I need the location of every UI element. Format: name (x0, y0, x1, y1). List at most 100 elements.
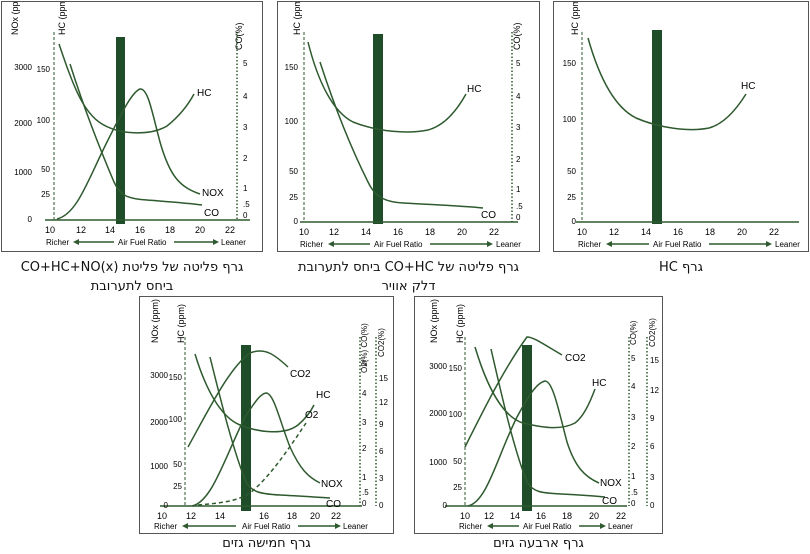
hc-tick: 50 (453, 457, 462, 466)
co-tick: 3 (516, 123, 521, 132)
x-tick: 20 (310, 511, 320, 521)
x-tick: 12 (186, 511, 196, 521)
x-tick: 22 (616, 511, 626, 521)
co-curve-label: CO (481, 210, 496, 221)
x-tick: 12 (329, 227, 339, 237)
hc-curve-label: HC (467, 84, 481, 95)
hc-tick: 100 (563, 115, 577, 124)
richer-arrow-head (487, 523, 493, 529)
co2-curve-label: CO2 (290, 369, 311, 380)
o2co-tick: 3 (362, 418, 367, 427)
hc-tick: 100 (449, 410, 463, 419)
co2-tick: 6 (379, 447, 384, 456)
o2co-tick: 0 (362, 499, 367, 508)
x-axis-title: Air Fuel Ratio (653, 240, 702, 249)
nox-curve-label: NOX (600, 478, 622, 489)
co-tick: 5 (516, 59, 521, 68)
leaner-arrow-head (213, 239, 219, 245)
caption-line: ביחס לתערובת (90, 279, 174, 294)
co2-tick: 9 (650, 414, 655, 423)
x-tick: 14 (641, 227, 651, 237)
co-tick: 2 (516, 155, 521, 164)
co-tick: .5 (516, 202, 523, 211)
o2co-axis-label: O2(%) CO(%) (360, 323, 369, 373)
hc-curve-label: HC (592, 378, 606, 389)
panel-five-gas: NOx (ppm) HC (ppm) O2(%) CO(%) CO2(%) 0 … (139, 296, 394, 534)
co-tick: 3 (243, 123, 248, 132)
co-curve (209, 356, 331, 499)
co-tick: .5 (243, 200, 250, 209)
x-tick: 10 (45, 225, 55, 235)
nox-tick: 3000 (429, 362, 447, 371)
hc-axis-label: HC (ppm) (455, 304, 465, 343)
co2-tick: 3 (650, 473, 655, 482)
stoichiometric-band (522, 345, 532, 511)
hc-axis-label: HC (ppm) (176, 304, 186, 343)
nox-axis-label: NOx (ppm) (150, 299, 160, 343)
x-axis-title: Air Fuel Ratio (118, 238, 167, 247)
co-tick: 4 (516, 92, 521, 101)
leaner-label: Leaner (221, 238, 246, 247)
x-tick: 18 (562, 511, 572, 521)
leaner-label: Leaner (496, 240, 521, 249)
x-tick: 22 (225, 225, 235, 235)
x-tick: 20 (457, 227, 467, 237)
co2-curve-label: CO2 (565, 353, 586, 364)
x-tick: 12 (609, 227, 619, 237)
hc-curve (307, 41, 467, 133)
panel-hc-co: HC (ppm) CO(%) 0 25 50 100 150 0 .5 1 2 … (277, 1, 540, 252)
o2co-tick: 4 (362, 389, 367, 398)
co2-tick: 15 (379, 374, 388, 383)
chart-five-gas: NOx (ppm) HC (ppm) O2(%) CO(%) CO2(%) 0 … (150, 299, 388, 531)
panel-hc-only: HC (ppm) 0 25 50 100 150 10 12 14 16 18 … (553, 1, 809, 252)
o2co-tick: 5 (362, 359, 367, 368)
caption-combo: גרף פליטה של פליטת CO+HC+NO(x) ביחס לתער… (1, 258, 263, 296)
hc-curve-label: HC (316, 390, 330, 401)
x-tick: 10 (157, 511, 167, 521)
nox-tick: 2000 (429, 409, 447, 418)
x-tick: 10 (299, 227, 309, 237)
co-curve (319, 61, 484, 209)
nox-axis-label: NOx (ppm) (429, 299, 439, 343)
co-curve-label: CO (602, 496, 617, 507)
chart-hc-co: HC (ppm) CO(%) 0 25 50 100 150 0 .5 1 2 … (285, 2, 524, 249)
caption-five-gas: גרף חמישה גזים (139, 534, 394, 553)
x-tick: 22 (769, 227, 779, 237)
x-tick: 16 (536, 511, 546, 521)
nox-curve (467, 380, 600, 507)
co-curve-label: CO (204, 208, 219, 219)
co-tick: 5 (243, 59, 248, 68)
hc-axis-label: HC (ppm) (570, 2, 580, 35)
co-curve (490, 348, 606, 498)
richer-label: Richer (154, 522, 177, 531)
co2-tick: 3 (379, 474, 384, 483)
x-tick: 22 (489, 227, 499, 237)
hc-axis-label: HC (ppm) (57, 2, 67, 35)
nox-tick: 3000 (150, 371, 168, 380)
co2-tick: 0 (650, 501, 655, 510)
hc-tick: 0 (294, 217, 299, 226)
co-tick: 0 (516, 213, 521, 222)
co-tick: 2 (243, 154, 248, 163)
nox-tick: 0 (28, 215, 33, 224)
leaner-arrow-head (600, 523, 606, 529)
o2co-tick: .5 (362, 488, 369, 497)
richer-arrow-head (606, 241, 612, 247)
hc-tick: 150 (169, 373, 183, 382)
co2-tick: 6 (650, 442, 655, 451)
x-tick: 10 (577, 227, 587, 237)
nox-tick: 1000 (14, 168, 32, 177)
caption-line: גרף חמישה גזים (222, 536, 311, 551)
nox-axis-label: NOx (ppm) (10, 2, 20, 35)
hc-tick: 100 (37, 116, 51, 125)
o2co-tick: 1 (362, 473, 367, 482)
co2-axis-label: CO2(%) (377, 328, 386, 357)
nox-tick: 0 (164, 501, 169, 510)
nox-tick: 2000 (14, 119, 32, 128)
hc-tick: 25 (41, 190, 50, 199)
co-axis-label: CO(%) (234, 23, 244, 51)
x-tick: 18 (165, 225, 175, 235)
x-tick: 14 (215, 511, 225, 521)
x-tick: 20 (737, 227, 747, 237)
co-tick: 2 (631, 442, 636, 451)
